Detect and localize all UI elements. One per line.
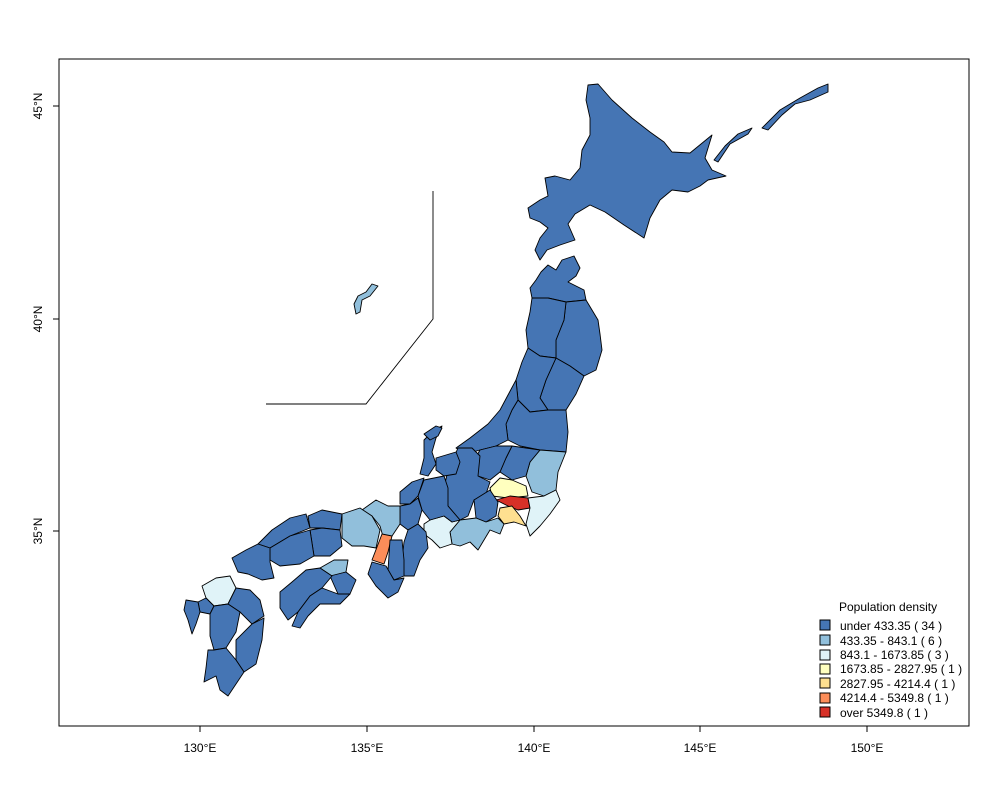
legend-label: 1673.85 - 2827.95 ( 1 )	[840, 662, 962, 676]
x-tick-label: 145°E	[684, 741, 717, 755]
prefecture-hyogo[interactable]	[341, 507, 381, 549]
prefecture-shizuoka[interactable]	[449, 517, 505, 551]
prefecture-tottori[interactable]	[307, 509, 343, 531]
legend-label: over 5349.8 ( 1 )	[840, 706, 928, 720]
prefecture-kyoto[interactable]	[361, 499, 401, 541]
island-kunashiri[interactable]	[713, 127, 753, 163]
y-tick-label: 35°N	[31, 518, 45, 545]
legend-swatch	[819, 634, 831, 646]
y-tick-label: 40°N	[31, 306, 45, 333]
plot-frame	[58, 58, 970, 727]
prefecture-tokushima[interactable]	[329, 571, 357, 595]
legend-title: Population density	[839, 600, 937, 614]
legend-swatch	[819, 649, 831, 661]
legend-swatch	[819, 677, 831, 689]
x-tick-label: 130°E	[184, 741, 217, 755]
prefecture-kanagawa[interactable]	[497, 505, 527, 527]
prefecture-fukui[interactable]	[399, 477, 425, 505]
prefecture-kochi[interactable]	[291, 587, 351, 629]
prefecture-yamaguchi[interactable]	[231, 543, 275, 581]
legend-swatch	[819, 619, 831, 631]
legend: Population density under 433.35 ( 34 ) 4…	[819, 600, 962, 720]
prefecture-kagoshima[interactable]	[203, 647, 245, 697]
prefecture-hiroshima[interactable]	[269, 529, 315, 567]
prefecture-chiba[interactable]	[525, 489, 561, 537]
legend-label: 433.35 - 843.1 ( 6 )	[840, 634, 942, 648]
legend-label: 843.1 - 1673.85 ( 3 )	[840, 648, 949, 662]
x-tick-label: 140°E	[518, 741, 551, 755]
legend-swatch	[819, 692, 831, 704]
prefecture-miyazaki[interactable]	[235, 617, 265, 673]
prefecture-nagasaki[interactable]	[183, 599, 201, 635]
y-tick-label: 45°N	[31, 93, 45, 120]
prefecture-shiga[interactable]	[399, 497, 423, 531]
legend-swatch	[819, 663, 831, 675]
island-offshore[interactable]	[353, 283, 379, 315]
x-tick-label: 150°E	[851, 741, 884, 755]
legend-label: under 433.35 ( 34 )	[840, 619, 942, 633]
x-tick-label: 135°E	[351, 741, 384, 755]
prefecture-toyama[interactable]	[435, 451, 461, 477]
boundary-line	[266, 191, 434, 405]
prefecture-hokkaido[interactable]	[527, 83, 727, 261]
legend-label: 4214.4 - 5349.8 ( 1 )	[840, 691, 949, 705]
prefecture-kumamoto[interactable]	[209, 603, 241, 651]
prefecture-okayama[interactable]	[309, 527, 343, 557]
y-axis: 45°N 40°N 35°N	[31, 93, 59, 545]
legend-swatch	[819, 706, 831, 718]
x-axis: 130°E 135°E 140°E 145°E 150°E	[184, 726, 884, 755]
prefecture-osaka[interactable]	[371, 533, 393, 565]
prefecture-aomori[interactable]	[529, 255, 587, 303]
island-sado[interactable]	[423, 425, 443, 441]
prefecture-wakayama[interactable]	[367, 561, 405, 599]
prefecture-saitama[interactable]	[489, 477, 529, 499]
prefecture-niigata[interactable]	[455, 379, 519, 455]
prefecture-mie[interactable]	[401, 523, 429, 577]
island-etorofu[interactable]	[761, 83, 829, 131]
legend-label: 2827.95 - 4214.4 ( 1 )	[840, 677, 955, 691]
